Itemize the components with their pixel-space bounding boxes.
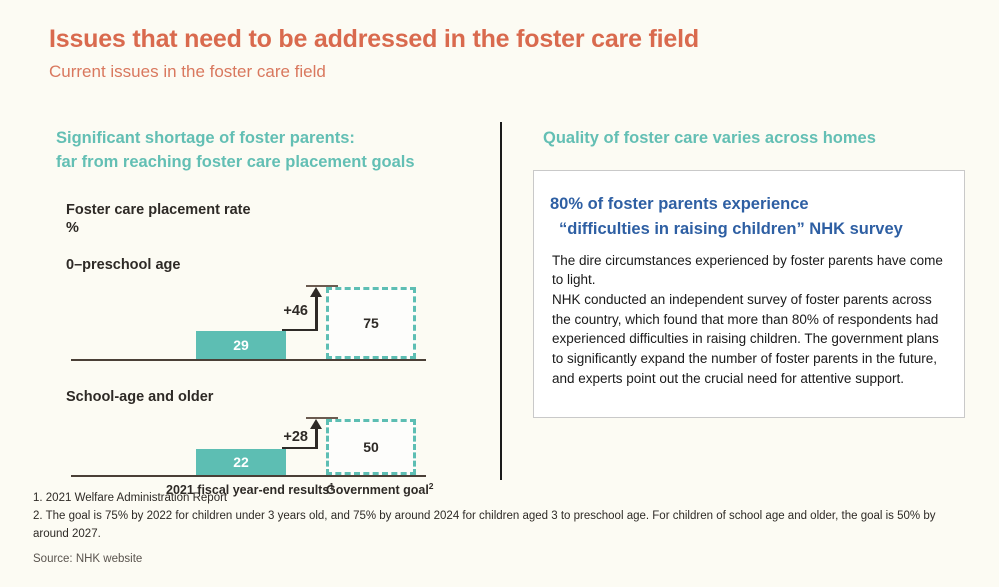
page-subtitle: Current issues in the foster care field [49,61,326,81]
delta-baseline [282,447,318,450]
delta-annotation: +28 [282,417,342,475]
footnote-1: 1. 2021 Welfare Administration Report [33,492,228,504]
bar-actual: 29 [196,331,286,360]
delta-label: +46 [283,303,308,320]
chart-group-label: School-age and older [66,389,214,406]
page-title: Issues that need to be addressed in the … [49,25,699,53]
callout-heading-line2: “difficulties in raising children” NHK s… [559,219,903,238]
bar-actual-value: 29 [233,337,249,354]
delta-label: +28 [283,429,308,446]
callout-body: The dire circumstances experienced by fo… [552,252,943,386]
bar-actual: 22 [196,449,286,476]
callout-heading-line1: 80% of foster parents experience [550,195,809,213]
chart-group-label: 0–preschool age [66,257,181,274]
delta-annotation: +46 [282,285,342,359]
chart-group-1: School-age and older 22 50 +28 2021 fisc… [66,389,486,499]
right-panel: Quality of foster care varies across hom… [543,127,973,151]
callout-box: 80% of foster parents experience “diffic… [533,170,965,418]
chart-plot-area: 22 50 +28 [66,411,426,478]
left-panel-heading: Significant shortage of foster parents: … [56,127,486,175]
vertical-divider [500,122,502,480]
category-label-actual: 2021 fiscal year-end results1 [166,481,335,498]
delta-baseline [282,329,318,332]
chart-category-labels: 2021 fiscal year-end results1 Government… [66,481,434,499]
bar-goal-value: 50 [363,439,379,456]
delta-arrow-shaft [315,429,318,450]
left-panel-heading-line1: Significant shortage of foster parents: [56,129,355,147]
left-panel: Significant shortage of foster parents: … [56,127,486,499]
footnotes: 1. 2021 Welfare Administration Report 2.… [33,489,953,568]
delta-top-tick [306,285,338,288]
delta-top-tick [306,417,338,420]
delta-arrow-head [310,419,322,430]
chart-group-0: 0–preschool age 29 75 +46 [66,257,486,362]
category-label-goal: Government goal2 [326,481,434,498]
bar-actual-value: 22 [233,454,249,471]
left-panel-heading-line2: far from reaching foster care placement … [56,152,415,171]
chart-subtitle: Foster care placement rate [66,201,251,218]
chart-plot-area: 29 75 +46 [66,279,426,362]
chart-axis-line [71,359,426,362]
chart-unit-label: % [66,219,79,236]
callout-heading: 80% of foster parents experience “diffic… [550,192,964,242]
right-panel-heading: Quality of foster care varies across hom… [543,129,876,147]
delta-arrow-shaft [315,297,318,332]
bar-goal: 50 [326,419,416,476]
footnote-2: 2. The goal is 75% by 2022 for children … [33,510,936,541]
bar-goal-value: 75 [363,315,379,332]
chart-axis-line [71,475,426,478]
header: Issues that need to be addressed in the … [49,25,699,82]
delta-arrow-head [310,287,322,298]
bar-goal: 75 [326,287,416,360]
source-line: Source: NHK website [33,553,143,566]
